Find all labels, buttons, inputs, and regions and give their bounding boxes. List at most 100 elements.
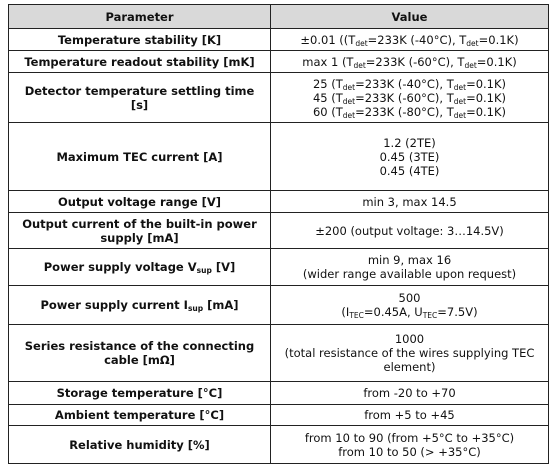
table-row: Series resistance of the connecting cabl… [8,324,549,382]
cell-line: Temperature readout stability [mK] [15,55,264,69]
text-run: Storage temperature [°C] [56,386,223,400]
param-cell: Detector temperature settling time [s] [8,72,271,123]
text-run: from 10 to 90 (from +5°C to +35°C) [304,430,515,445]
text-run: from 10 to 50 (> +35°C) [338,444,481,459]
table-row: Storage temperature [°C] from -20 to +70 [8,381,549,405]
text-run: Ambient temperature [°C] [54,408,225,422]
subscript: sup [187,304,204,313]
text-run: ±0.01 ((T [300,32,356,47]
cell-line: from 10 to 50 (> +35°C) [277,445,542,459]
text-run: 25 (T [312,76,343,91]
text-run: =233K (-40°C), T [355,76,454,91]
cell-line: max 1 (Tdet=233K (-60°C), Tdet=0.1K) [277,55,542,69]
text-run: =0.1K) [478,32,519,47]
value-cell: 500 (ITEC=0.45A, UTEC=7.5V) [270,285,549,325]
param-cell: Output voltage range [V] [8,190,271,213]
text-run: ±200 (output voltage: 3…14.5V) [315,223,504,238]
cell-line: Temperature stability [K] [15,33,264,47]
cell-line: Power supply current Isup [mA] [15,298,264,312]
text-run: 45 (T [312,90,343,105]
cell-line: (total resistance of the wires supplying… [277,346,542,374]
cell-line: from +5 to +45 [277,408,542,422]
cell-line: 500 [277,291,542,305]
cell-line: Output current of the built-in power sup… [15,217,264,245]
text-run: min 9, max 16 [367,253,452,267]
text-run: =233K (-40°C), T [367,32,467,47]
table-row: Output voltage range [V] min 3, max 14.5 [8,190,549,213]
text-run: Output voltage range [V] [57,194,222,209]
param-cell: Maximum TEC current [A] [8,122,271,191]
cell-line: 0.45 (4TE) [277,164,542,178]
subscript: sup [196,266,212,275]
param-cell: Series resistance of the connecting cabl… [8,324,271,382]
text-run: =233K (-80°C), T [355,104,454,119]
spec-table: Parameter Value Temperature stability [K… [8,4,549,464]
value-cell: 1000 (total resistance of the wires suppl… [270,324,549,382]
param-cell: Power supply voltage Vsup [V] [8,248,271,286]
subscript: det [464,60,477,70]
param-cell: Ambient temperature [°C] [8,404,271,426]
cell-line: min 3, max 14.5 [277,195,542,209]
text-run: Detector temperature settling time [s] [24,83,255,112]
cell-line: Ambient temperature [°C] [15,408,264,422]
value-cell: from -20 to +70 [270,381,549,405]
subscript: TEC [422,311,438,320]
cell-line: 25 (Tdet=233K (-40°C), Tdet=0.1K) [277,77,542,91]
table-row: Power supply current Isup [mA] 500 (ITEC=0… [8,285,549,325]
text-run: [V] [211,260,236,274]
text-run: from +5 to +45 [364,408,455,422]
cell-line: min 9, max 16 [277,253,542,267]
cell-line: Output voltage range [V] [15,195,264,209]
subscript: det [453,82,467,92]
subscript: det [342,110,356,120]
text-run: (I [341,305,350,319]
text-run: =7.5V) [437,305,478,319]
cell-line: Series resistance of the connecting cabl… [15,339,264,367]
value-cell: min 3, max 14.5 [270,190,549,213]
text-run: =0.1K) [476,54,517,69]
table-header: Parameter Value [8,4,549,29]
subscript: det [353,60,366,70]
text-run: max 1 (T [302,54,354,69]
text-run: from -20 to +70 [363,386,456,400]
cell-line: from 10 to 90 (from +5°C to +35°C) [277,431,542,445]
text-run: min 3, max 14.5 [362,194,457,209]
value-cell: 25 (Tdet=233K (-40°C), Tdet=0.1K) 45 (Tde… [270,72,549,123]
value-cell: max 1 (Tdet=233K (-60°C), Tdet=0.1K) [270,50,549,73]
cell-line: Detector temperature settling time [s] [15,84,264,112]
cell-line: (ITEC=0.45A, UTEC=7.5V) [277,305,542,319]
header-cell: Value [270,4,549,29]
cell-line: Power supply voltage Vsup [V] [15,260,264,274]
text-run: =0.1K) [466,104,507,119]
text-run: 0.45 (4TE) [379,163,440,178]
param-cell: Output current of the built-in power sup… [8,212,271,249]
text-run: Relative humidity [%] [69,437,210,452]
text-run: Maximum TEC current [A] [56,149,223,164]
subscript: det [342,96,356,106]
cell-line: 60 (Tdet=233K (-80°C), Tdet=0.1K) [277,105,542,119]
cell-line: 0.45 (3TE) [277,150,542,164]
text-run: =233K (-60°C), T [365,54,465,69]
table-row: Temperature readout stability [mK] max 1 … [8,50,549,73]
param-cell: Temperature stability [K] [8,28,271,51]
text-run: =0.1K) [466,76,507,91]
subscript: det [453,110,467,120]
param-cell: Storage temperature [°C] [8,381,271,405]
text-run: Temperature stability [K] [57,32,222,47]
cell-line: ±0.01 ((Tdet=233K (-40°C), Tdet=0.1K) [277,33,542,47]
text-run: =233K (-60°C), T [355,90,454,105]
param-cell: Temperature readout stability [mK] [8,50,271,73]
text-run: 0.45 (3TE) [379,149,440,164]
subscript: det [466,38,479,48]
subscript: det [453,96,467,106]
table-row: Power supply voltage Vsup [V] min 9, max … [8,248,549,286]
text-run: 500 [398,291,421,305]
subscript: TEC [349,311,364,320]
text-run: [mA] [203,298,239,312]
cell-line: 1.2 (2TE) [277,136,542,150]
text-run: 1.2 (2TE) [383,135,436,150]
table-row: Output current of the built-in power sup… [8,212,549,249]
value-cell: ±0.01 ((Tdet=233K (-40°C), Tdet=0.1K) [270,28,549,51]
value-cell: 1.2 (2TE) 0.45 (3TE) 0.45 (4TE) [270,122,549,191]
